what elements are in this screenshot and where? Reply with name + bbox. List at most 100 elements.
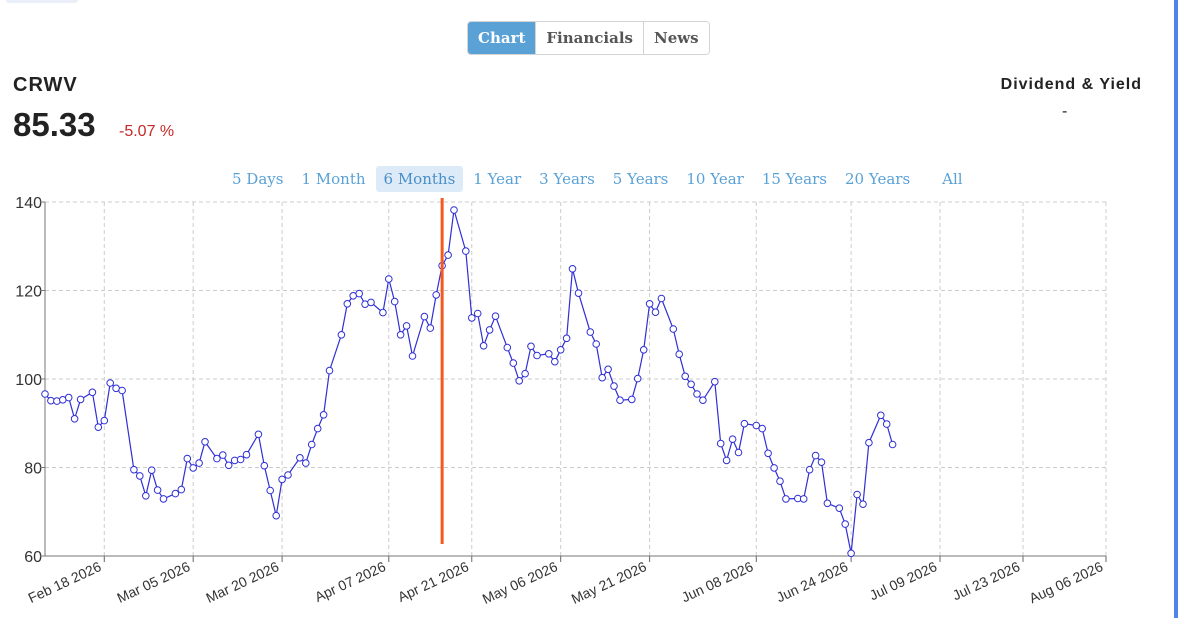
data-point <box>319 411 328 419</box>
data-point <box>147 466 156 475</box>
range-15-years[interactable]: 15 Years <box>761 170 827 188</box>
data-point <box>242 450 251 459</box>
data-point <box>337 331 346 339</box>
data-point <box>136 472 144 480</box>
data-point <box>408 352 417 360</box>
data-point <box>468 314 476 322</box>
data-point <box>379 308 387 317</box>
data-point <box>811 451 820 460</box>
data-point <box>41 390 49 398</box>
data-point <box>770 464 778 472</box>
data-point <box>396 331 405 339</box>
data-point <box>651 308 660 316</box>
range-1-year[interactable]: 1 Year <box>473 170 522 188</box>
x-tick-label: Mar 20 2026 <box>203 558 281 606</box>
range-all[interactable]: All <box>942 170 963 188</box>
data-point <box>859 500 867 509</box>
data-point <box>782 495 790 503</box>
data-point <box>764 449 772 458</box>
tab-news[interactable]: News <box>642 22 709 54</box>
data-point <box>586 328 595 336</box>
data-point <box>224 461 233 470</box>
tab-chart[interactable]: Chart <box>468 22 536 54</box>
data-point <box>444 251 452 259</box>
x-tick-label: Mar 05 2026 <box>114 558 192 606</box>
data-point <box>296 454 304 462</box>
data-point <box>805 465 814 474</box>
data-point <box>877 411 885 420</box>
data-point <box>711 377 719 386</box>
data-point <box>568 265 577 273</box>
data-point <box>847 549 855 558</box>
y-tick-label: 140 <box>15 195 42 212</box>
data-point <box>189 464 197 472</box>
x-tick-label: Jun 24 2026 <box>774 558 851 605</box>
data-point <box>473 309 482 318</box>
data-point <box>130 465 138 474</box>
price-series <box>41 206 897 558</box>
data-point <box>236 455 245 464</box>
data-point <box>509 359 518 367</box>
data-point <box>835 504 844 513</box>
view-tabs: Chart Financials News <box>467 21 710 55</box>
data-point <box>76 395 85 404</box>
data-point <box>752 421 761 430</box>
edge-scrollbar[interactable] <box>1174 0 1178 618</box>
data-point <box>503 343 512 352</box>
data-point <box>521 369 529 378</box>
data-point <box>254 430 263 439</box>
data-point <box>426 324 435 332</box>
data-point <box>799 495 808 503</box>
data-point <box>699 396 707 404</box>
x-tick-label: May 06 2026 <box>480 558 560 607</box>
data-point <box>402 322 411 330</box>
data-point <box>159 495 168 503</box>
data-point <box>865 438 873 447</box>
data-point <box>545 350 553 358</box>
range-20-years[interactable]: 20 Years <box>845 170 911 188</box>
data-point <box>343 300 352 308</box>
data-point <box>574 289 583 297</box>
data-point <box>177 485 186 494</box>
x-tick-label: Apr 21 2026 <box>395 558 471 605</box>
data-point <box>88 388 97 397</box>
data-point <box>776 477 784 486</box>
data-point <box>592 340 601 348</box>
price-change: -5.07 % <box>119 123 175 140</box>
data-point <box>450 206 458 214</box>
data-point <box>657 294 666 303</box>
data-point <box>598 373 607 382</box>
range-3-years[interactable]: 3 Years <box>539 170 595 188</box>
x-tick-label: May 21 2026 <box>569 558 649 607</box>
data-point <box>610 382 618 390</box>
tab-financials[interactable]: Financials <box>535 22 643 54</box>
data-point <box>628 395 636 404</box>
range-5-years[interactable]: 5 Years <box>612 170 669 188</box>
dividend-yield-title: Dividend & Yield <box>1000 76 1142 93</box>
data-point <box>485 326 494 334</box>
data-point <box>390 297 399 306</box>
data-point <box>669 325 678 333</box>
range-10-year[interactable]: 10 Year <box>686 170 744 188</box>
data-point <box>716 439 725 448</box>
range-5-days[interactable]: 5 Days <box>232 170 284 188</box>
range-1-month[interactable]: 1 Month <box>301 170 366 188</box>
data-point <box>693 390 701 398</box>
data-point <box>313 424 322 433</box>
data-point <box>515 377 524 385</box>
data-point <box>213 454 221 463</box>
data-point <box>551 357 559 366</box>
ticker-symbol: CRWV <box>13 74 78 96</box>
data-point <box>533 351 541 360</box>
x-tick-label: Jul 23 2026 <box>950 558 1023 603</box>
data-point <box>195 459 203 467</box>
data-point <box>734 448 743 457</box>
data-point <box>284 471 292 479</box>
range-6-months[interactable]: 6 Months <box>375 166 464 192</box>
x-tick-label: Apr 07 2026 <box>312 558 388 605</box>
data-point <box>841 520 850 528</box>
data-point <box>94 423 103 431</box>
data-point <box>266 486 275 495</box>
range-selector: 5 Days 1 Month 6 Months 1 Year 3 Years 5… <box>224 166 973 192</box>
